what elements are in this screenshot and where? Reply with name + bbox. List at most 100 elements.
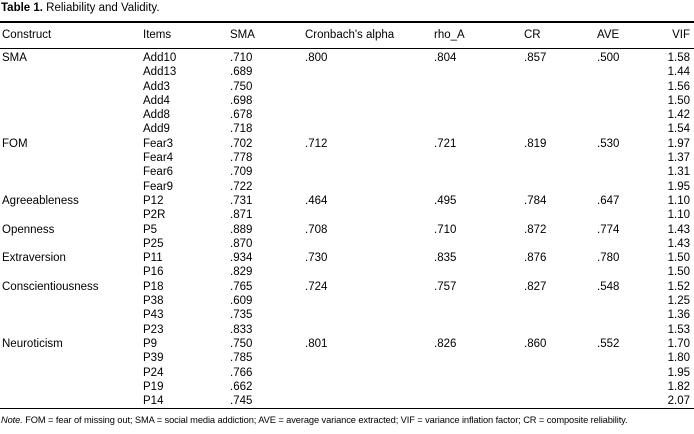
cell-cronbachs-alpha [305,65,434,79]
cell-rho-a [434,165,524,179]
cell-vif: 1.97 [667,137,690,150]
cell-vif: 1.80 [667,352,690,365]
cell-ave [597,366,655,380]
cell-sma-loading: .710 [230,52,253,64]
cell-ave [597,108,655,122]
cell-item: P24 [143,366,164,379]
cell-cr: .827 [524,280,547,293]
table-caption: Table 1. Reliability and Validity. [1,2,694,15]
table-body: SMA Add10 .710 .800 .804 .857 .500 1.58 … [0,49,694,409]
cell-cronbachs-alpha: .464 [305,194,328,207]
cell-ave [597,394,655,409]
cell-rho-a [434,308,524,322]
cell-cr [524,294,597,308]
cell-item: Fear9 [143,180,174,193]
cell-construct [0,366,143,380]
cell-cronbachs-alpha: .708 [305,223,328,236]
cell-sma-loading: .745 [230,395,253,408]
cell-ave [597,265,655,279]
cell-rho-a [434,122,524,136]
cell-construct: Openness [2,223,55,236]
cell-item: P9 [143,337,158,350]
cell-vif: 1.50 [667,252,690,265]
column-header-cr: CR [524,22,597,49]
table-row: Add13 .689 1.44 [0,65,694,79]
cell-cronbachs-alpha: .801 [305,337,328,350]
column-header-items: Items [143,22,230,49]
cell-rho-a [434,265,524,279]
cell-item: Fear6 [143,166,174,179]
cell-rho-a [434,80,524,94]
table-row: P19 .662 1.82 [0,380,694,394]
cell-cr [524,380,597,394]
cell-item: P11 [143,252,163,265]
table-header-row: Construct Items SMA Cronbach's alpha rho… [0,22,694,49]
table-row: Fear6 .709 1.31 [0,165,694,179]
cell-sma-loading: .934 [230,252,253,265]
cell-cronbachs-alpha [305,108,434,122]
cell-vif: 1.10 [667,194,690,207]
cell-cr [524,237,597,251]
cell-item: P25 [143,237,164,250]
cell-cronbachs-alpha [305,151,434,165]
cell-vif: 1.95 [667,366,690,379]
cell-sma-loading: .689 [230,66,253,79]
cell-sma-loading: .889 [230,223,253,236]
table-row: Fear4 .778 1.37 [0,151,694,165]
cell-item: Add3 [143,80,170,93]
column-header-vif: VIF [655,22,694,49]
cell-rho-a [434,208,524,222]
cell-item: P2R [143,209,166,222]
cell-item: P16 [143,266,164,279]
cell-ave [597,122,655,136]
table-row: P43 .735 1.36 [0,308,694,322]
cell-item: P38 [143,295,164,308]
cell-item: P14 [143,395,164,408]
cell-vif: 1.37 [667,152,690,165]
cell-cr [524,351,597,365]
cell-construct: Extraversion [2,252,66,265]
cell-vif: 2.07 [667,395,690,408]
cell-vif: 1.25 [667,295,690,308]
cell-sma-loading: .709 [230,166,253,179]
table-row: Neuroticism P9 .750 .801 .826 .860 .552 … [0,337,694,351]
cell-item: Add9 [143,123,170,136]
reliability-validity-table: Construct Items SMA Cronbach's alpha rho… [0,21,694,410]
cell-sma-loading: .702 [230,137,253,150]
cell-sma-loading: .698 [230,94,253,107]
table-row: Add4 .698 1.50 [0,94,694,108]
cell-vif: 1.36 [667,309,690,322]
cell-cr [524,151,597,165]
cell-rho-a: .721 [434,137,457,150]
cell-construct [0,108,143,122]
cell-rho-a [434,237,524,251]
cell-vif: 1.50 [667,266,690,279]
cell-rho-a: .826 [434,337,457,350]
cell-item: P39 [143,352,164,365]
cell-ave [597,94,655,108]
cell-rho-a: .804 [434,52,457,64]
cell-ave: .552 [597,337,620,350]
cell-sma-loading: .678 [230,109,253,122]
table-row: P2R .871 1.10 [0,208,694,222]
cell-cronbachs-alpha: .724 [305,280,328,293]
cell-ave: .530 [597,137,620,150]
cell-cr: .857 [524,52,547,64]
cell-ave [597,80,655,94]
cell-construct [0,351,143,365]
cell-construct [0,151,143,165]
cell-cronbachs-alpha: .712 [305,137,328,150]
table-footnote: Note. FOM = fear of missing out; SMA = s… [1,415,694,426]
cell-sma-loading: .785 [230,352,253,365]
cell-cr [524,323,597,337]
cell-rho-a: .495 [434,194,457,207]
cell-ave [597,208,655,222]
table-row: Conscientiousness P18 .765 .724 .757 .82… [0,280,694,294]
cell-sma-loading: .750 [230,80,253,93]
cell-sma-loading: .662 [230,380,253,393]
cell-sma-loading: .766 [230,366,253,379]
cell-cronbachs-alpha [305,265,434,279]
cell-construct [0,394,143,409]
cell-cr [524,366,597,380]
cell-rho-a [434,94,524,108]
